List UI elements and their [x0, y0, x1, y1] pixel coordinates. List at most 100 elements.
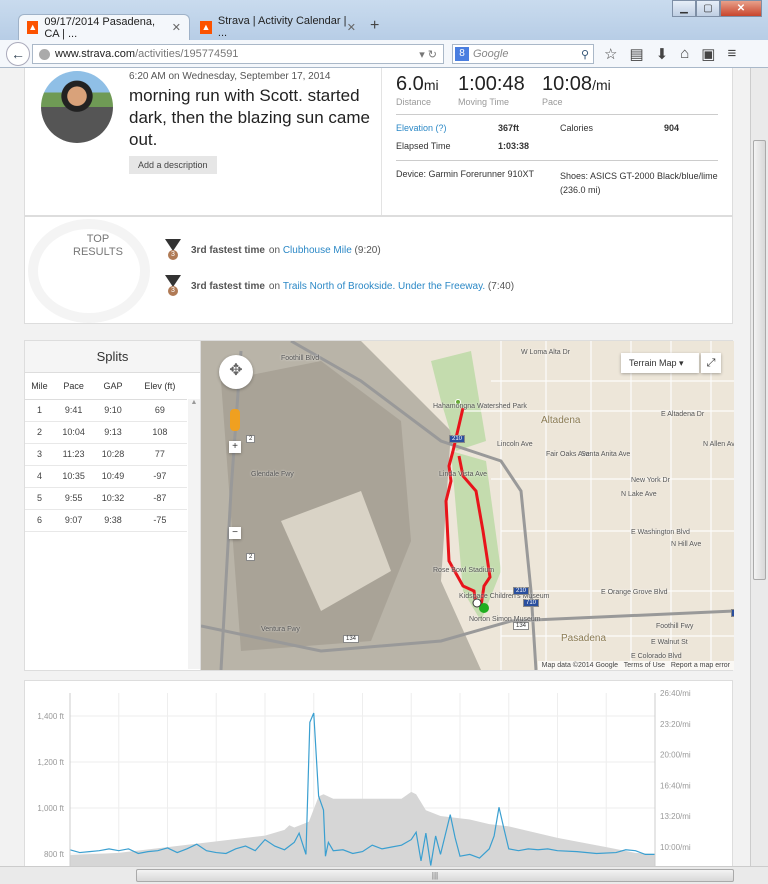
- tab-activity[interactable]: ▲ 09/17/2014 Pasadena, CA | ... ✕: [18, 14, 190, 40]
- moving-time-value: 1:00:48: [458, 73, 525, 95]
- elevation-tick-label: 1,200 ft: [37, 758, 64, 767]
- highway-shield: 710: [523, 599, 540, 607]
- column-header: Pace: [53, 373, 94, 400]
- split-cell: 2: [25, 421, 54, 444]
- split-cell: 77: [132, 443, 187, 466]
- bookmark-star-icon[interactable]: ☆: [604, 46, 618, 63]
- fullscreen-icon[interactable]: ⤢: [701, 353, 721, 373]
- map-footer: Map data ©2014 Google Terms of Use Repor…: [537, 661, 734, 670]
- zoom-in-button[interactable]: +: [229, 441, 241, 453]
- evernote-icon[interactable]: ▣: [701, 46, 716, 63]
- close-tab-icon[interactable]: ✕: [346, 21, 356, 34]
- navigation-bar: ← www.strava.com/activities/195774591 ▾ …: [0, 40, 768, 68]
- distance-label: Distance: [396, 97, 432, 107]
- activity-title: morning run with Scott. started dark, th…: [129, 86, 370, 149]
- terms-link[interactable]: Terms of Use: [623, 662, 666, 669]
- split-row[interactable]: 4 10:35 10:49 -97: [25, 465, 187, 488]
- close-window-button[interactable]: ✕: [720, 0, 762, 17]
- minimize-button[interactable]: ▁: [672, 0, 696, 17]
- pace-label: Pace: [542, 97, 563, 107]
- close-tab-icon[interactable]: ✕: [171, 22, 181, 34]
- moving-time-label: Moving Time: [458, 97, 510, 107]
- scrollbar-thumb[interactable]: [753, 140, 766, 580]
- reload-icon[interactable]: ▾ ↻: [419, 48, 437, 61]
- split-cell: -97: [132, 465, 187, 488]
- splits-title: Splits: [25, 341, 200, 373]
- split-row[interactable]: 2 10:04 9:13 108: [25, 421, 187, 444]
- split-row[interactable]: 5 9:55 10:32 -87: [25, 487, 187, 510]
- segment-link[interactable]: Trails North of Brookside. Under the Fre…: [282, 280, 486, 292]
- top-result-item: 3 3rd fastest time on Clubhouse Mile (9:2…: [163, 239, 381, 261]
- horizontal-scrollbar[interactable]: |||: [0, 866, 768, 884]
- map-canvas[interactable]: [201, 341, 734, 670]
- url-path: /activities/195774591: [135, 48, 239, 60]
- top-results-title: TOP RESULTS: [73, 233, 123, 258]
- map-label: Linda Vista Ave: [439, 471, 488, 478]
- split-cell: 9:41: [53, 399, 94, 422]
- reading-list-icon[interactable]: ▤: [629, 46, 644, 63]
- elevation-tick-label: 800 ft: [44, 850, 65, 859]
- map-label: N Lake Ave: [621, 491, 657, 498]
- map-attribution: Map data ©2014 Google: [541, 662, 619, 669]
- split-row[interactable]: 6 9:07 9:38 -75: [25, 509, 187, 532]
- map-label: W Loma Alta Dr: [521, 349, 571, 356]
- split-cell: 10:04: [53, 421, 94, 444]
- highway-shield: 2: [246, 553, 256, 561]
- back-button[interactable]: ←: [6, 42, 30, 66]
- scrollbar-thumb[interactable]: |||: [136, 869, 734, 882]
- report-error-link[interactable]: Report a map error: [670, 662, 730, 669]
- route-map[interactable]: Hahamongna Watershed Park Rose Bowl Stadi…: [201, 341, 734, 670]
- elevation-pace-chart[interactable]: 800 ft 1,000 ft 1,200 ft 1,400 ft 10:00/mi 13…: [24, 680, 733, 866]
- tab-calendar[interactable]: ▲ Strava | Activity Calendar | ... ✕: [192, 14, 364, 40]
- foothill-freeway: [290, 341, 538, 670]
- vertical-scrollbar[interactable]: [750, 68, 768, 866]
- pace-tick-label: 16:40/mi: [660, 781, 691, 790]
- map-label: E Washington Blvd: [631, 529, 690, 536]
- search-box[interactable]: 8 Google ⚲: [452, 44, 594, 64]
- split-row[interactable]: 3 11:23 10:28 77: [25, 443, 187, 466]
- globe-icon: [39, 49, 50, 60]
- pace-tick-label: 23:20/mi: [660, 720, 691, 729]
- start-marker: [479, 603, 489, 613]
- map-label: Hahamongna Watershed Park: [433, 403, 527, 410]
- split-cell: 10:35: [53, 465, 94, 488]
- url-domain: www.strava.com: [55, 48, 136, 60]
- split-cell: 9:07: [53, 509, 94, 532]
- highway-shield: 134: [343, 635, 360, 643]
- highway-shield: 2: [246, 435, 256, 443]
- maximize-button[interactable]: ▢: [696, 0, 720, 17]
- address-bar[interactable]: www.strava.com/activities/195774591 ▾ ↻: [32, 44, 444, 64]
- add-description-button[interactable]: Add a description: [129, 156, 217, 174]
- avatar[interactable]: [41, 71, 113, 143]
- map-label: Altadena: [541, 415, 581, 426]
- search-icon[interactable]: ⚲: [580, 48, 589, 61]
- menu-icon[interactable]: ≡: [727, 45, 737, 62]
- splits-scrollbar[interactable]: ▲: [188, 399, 200, 669]
- zoom-out-button[interactable]: −: [229, 527, 241, 539]
- split-cell: 69: [132, 399, 187, 422]
- strava-favicon-icon: ▲: [200, 20, 212, 34]
- download-icon[interactable]: ⬇: [655, 46, 669, 63]
- split-cell: 9:38: [93, 509, 133, 532]
- elapsed-time-value: 1:03:38: [498, 141, 530, 151]
- split-cell: 11:23: [53, 443, 94, 466]
- strava-favicon-icon: ▲: [27, 21, 39, 34]
- splits-map-card: Splits Mile Pace GAP Elev (ft) 1 9:41 9:10…: [24, 340, 734, 671]
- split-row[interactable]: 1 9:41 9:10 69: [25, 399, 187, 422]
- pegman-icon[interactable]: [230, 409, 240, 431]
- map-label: Lincoln Ave: [497, 441, 533, 448]
- column-header: Mile: [25, 373, 54, 400]
- split-cell: 10:49: [93, 465, 133, 488]
- search-placeholder: Google: [473, 48, 509, 60]
- new-tab-button[interactable]: +: [370, 17, 380, 34]
- home-icon[interactable]: ⌂: [680, 45, 690, 62]
- elevation-value: 367ft: [498, 123, 520, 133]
- elevation-help-link[interactable]: Elevation (?): [396, 123, 447, 133]
- pan-control[interactable]: ✥: [219, 355, 253, 389]
- column-header: GAP: [93, 373, 133, 400]
- map-label: Kidspace Children's Museum: [459, 593, 550, 600]
- pace-tick-label: 26:40/mi: [660, 689, 691, 698]
- calories-value: 904: [664, 123, 680, 133]
- segment-link[interactable]: Clubhouse Mile: [282, 244, 352, 256]
- map-type-dropdown[interactable]: Terrain Map ▾: [621, 353, 699, 373]
